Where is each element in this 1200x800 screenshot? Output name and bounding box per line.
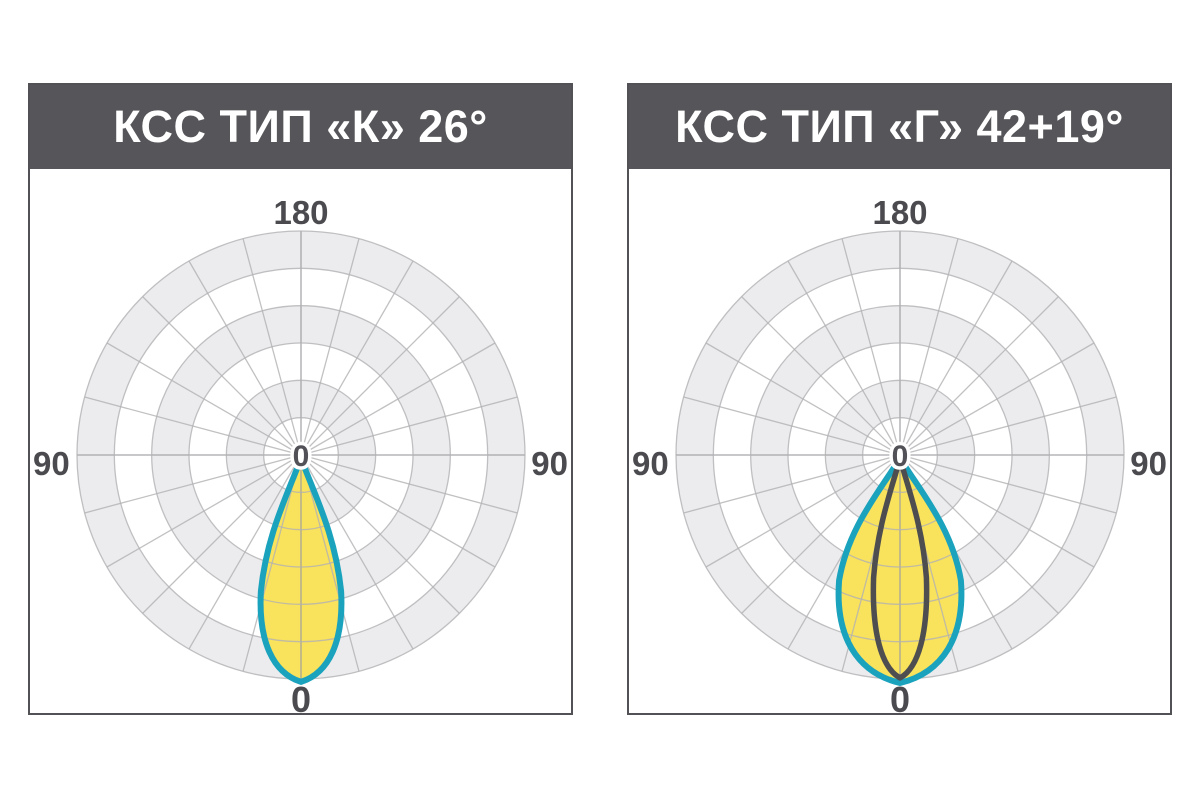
origin-label: 0: [293, 440, 310, 473]
ring-outline: [787, 342, 1013, 568]
angle-label-90-left: 90: [632, 445, 669, 482]
polar-chart-g42-19: 180 90 90 0 0: [629, 169, 1170, 713]
polar-chart-k26: 180 90 90 0 0: [30, 169, 571, 713]
angle-label-0-bottom: 0: [291, 679, 311, 713]
ring-outline: [188, 342, 414, 568]
ring-outline: [151, 305, 451, 605]
ring-outline: [113, 267, 489, 643]
panel-kcc-g42-19: КСС ТИП «Г» 42+19° 180 90 90 0 0: [627, 83, 1172, 715]
lobe-outlines: [257, 455, 345, 685]
panel-header: КСС ТИП «К» 26°: [30, 85, 571, 169]
panel-header: КСС ТИП «Г» 42+19°: [629, 85, 1170, 169]
ring-outline: [750, 305, 1050, 605]
angle-label-90-right: 90: [531, 445, 568, 482]
polar-chart-svg: 180 90 90 0 0: [632, 194, 1167, 713]
panel-title: КСС ТИП «Г» 42+19°: [675, 101, 1124, 152]
lobe-outlines: [835, 455, 965, 686]
panel-kcc-k26: КСС ТИП «К» 26° 180 90 90 0 0: [28, 83, 573, 715]
polar-grid: [76, 230, 526, 680]
angle-label-180: 180: [273, 194, 328, 231]
angle-label-90-right: 90: [1130, 445, 1167, 482]
origin-label: 0: [892, 440, 909, 473]
angle-label-90-left: 90: [33, 445, 70, 482]
ring-outline: [862, 417, 938, 493]
chart-layer: [675, 230, 1125, 686]
polar-chart-svg: 180 90 90 0 0: [33, 194, 568, 713]
chart-layer: [76, 230, 526, 685]
beam-42deg-outline: [835, 455, 965, 686]
angle-label-0-bottom: 0: [890, 679, 910, 713]
ring-outline: [824, 379, 976, 531]
beam-26deg-outline: [257, 455, 345, 685]
ring-outline: [225, 379, 377, 531]
ring-outline: [712, 267, 1088, 643]
beam-19deg-outline: [870, 455, 930, 681]
ring-outline: [263, 417, 339, 493]
panel-title: КСС ТИП «К» 26°: [113, 101, 488, 152]
angle-label-180: 180: [872, 194, 927, 231]
